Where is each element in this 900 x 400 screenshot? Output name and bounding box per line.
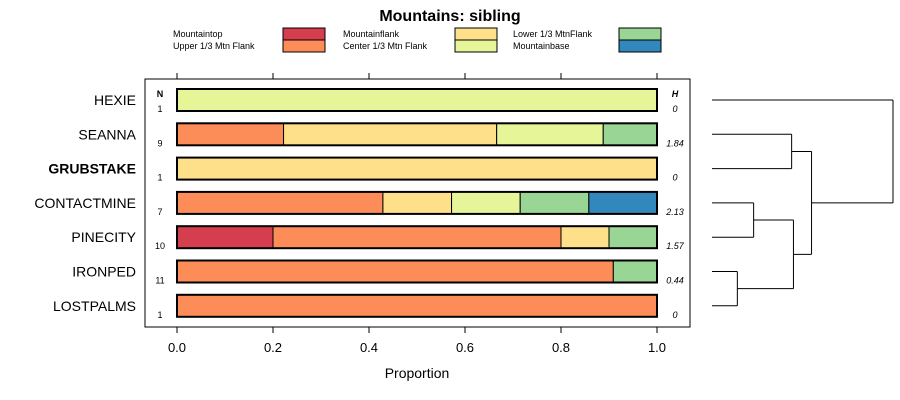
bar-segment <box>272 225 562 249</box>
row-label: PINECITY <box>71 229 136 245</box>
bar-segment <box>176 157 658 181</box>
dendrogram <box>712 99 894 307</box>
bar-row <box>176 293 658 318</box>
h-value: 0 <box>672 104 677 114</box>
bar-segment <box>588 191 658 215</box>
bar-row <box>176 225 658 250</box>
h-value: 0 <box>672 173 677 183</box>
legend-label: Center 1/3 Mtn Flank <box>343 41 428 51</box>
bar-segment <box>283 122 498 146</box>
row-label: GRUBSTAKE <box>48 161 136 177</box>
n-value: 1 <box>157 310 162 320</box>
x-tick-label: 0.2 <box>264 340 282 355</box>
h-value: 0.44 <box>666 276 684 286</box>
n-column-header: N <box>157 89 164 99</box>
n-value: 11 <box>155 276 164 286</box>
h-column-header: H <box>672 89 679 99</box>
legend-item: Mountaintop <box>173 27 326 41</box>
x-tick-label: 0.0 <box>168 340 186 355</box>
x-axis: 0.0 0.2 0.4 0.6 0.8 1.0 <box>168 327 666 355</box>
legend-item: Mountainflank <box>343 27 498 41</box>
stacked-bars <box>176 88 658 318</box>
legend-label: Mountaintop <box>173 29 223 39</box>
n-value: 10 <box>155 241 165 251</box>
bar-outline <box>176 293 658 318</box>
bar-segment <box>519 191 590 215</box>
bar-row <box>176 190 658 215</box>
legend-swatch <box>454 39 498 53</box>
legend-swatch <box>618 39 662 53</box>
bar-segment <box>176 260 614 283</box>
n-value: 7 <box>157 207 162 217</box>
row-label: SEANNA <box>78 126 136 142</box>
legend-swatch <box>282 39 326 53</box>
legend-label: Lower 1/3 MtnFlank <box>513 29 593 39</box>
x-tick-label: 0.8 <box>552 340 570 355</box>
x-tick-label: 0.6 <box>456 340 474 355</box>
bar-row <box>176 122 658 147</box>
bar-row <box>176 259 658 284</box>
n-value: 1 <box>157 173 162 183</box>
bar-row <box>176 156 658 181</box>
h-value: 0 <box>672 310 677 320</box>
legend-swatch <box>454 27 498 41</box>
legend-label: Upper 1/3 Mtn Flank <box>173 41 255 51</box>
bar-segment <box>176 225 274 249</box>
bar-segment <box>176 191 384 215</box>
bar-segment <box>176 88 658 112</box>
bar-segment <box>560 225 610 249</box>
legend-item: Upper 1/3 Mtn Flank <box>173 39 326 53</box>
n-value: 9 <box>157 138 162 148</box>
bar-outline <box>176 122 658 147</box>
bar-outline <box>176 259 658 284</box>
plot-frame <box>144 78 691 328</box>
bar-outline <box>176 156 658 181</box>
x-tick-label: 0.4 <box>360 340 378 355</box>
x-axis-label: Proportion <box>385 365 450 381</box>
bar-outline <box>176 88 658 112</box>
legend-item: Lower 1/3 MtnFlank <box>513 27 662 41</box>
legend: Mountaintop Upper 1/3 Mtn Flank Mountainfl… <box>173 27 662 53</box>
legend-label: Mountainbase <box>513 41 570 51</box>
legend-swatch <box>282 27 326 41</box>
bar-segment <box>602 122 658 146</box>
row-label: IRONPED <box>72 264 136 280</box>
row-label: LOSTPALMS <box>53 298 136 314</box>
bar-segment <box>176 294 658 318</box>
h-value: 2.13 <box>665 207 684 217</box>
bar-segment <box>496 122 604 146</box>
bar-segment <box>612 260 658 283</box>
row-label: HEXIE <box>94 92 136 108</box>
legend-swatch <box>618 27 662 41</box>
legend-item: Mountainbase <box>513 39 662 53</box>
bar-segment <box>176 122 285 146</box>
legend-label: Mountainflank <box>343 29 400 39</box>
x-axis-top <box>176 73 658 79</box>
bar-segment <box>608 225 658 249</box>
h-value: 1.84 <box>666 138 684 148</box>
bar-segment <box>382 191 453 215</box>
bar-outline <box>176 190 658 215</box>
chart-title: Mountains: sibling <box>379 8 520 25</box>
legend-item: Center 1/3 Mtn Flank <box>343 39 498 53</box>
bar-row <box>176 88 658 112</box>
bar-segment <box>451 191 521 215</box>
h-value: 1.57 <box>666 241 685 251</box>
row-label: CONTACTMINE <box>34 195 136 211</box>
n-value: 1 <box>157 104 162 114</box>
x-tick-label: 1.0 <box>648 340 666 355</box>
bar-outline <box>176 225 658 250</box>
